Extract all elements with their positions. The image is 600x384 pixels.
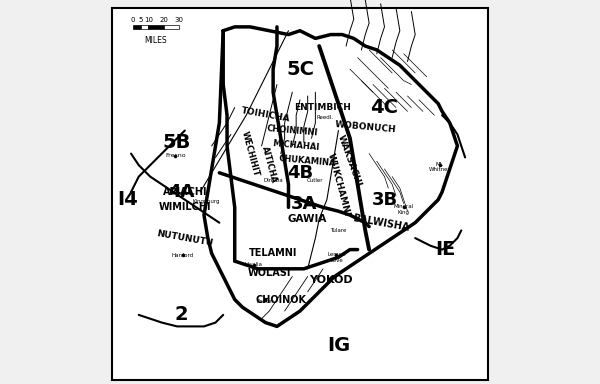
Text: TELAMNI: TELAMNI (249, 248, 298, 258)
Text: 3B: 3B (371, 191, 398, 209)
Text: TOIHICHA: TOIHICHA (240, 106, 290, 124)
Text: 4B: 4B (287, 164, 313, 182)
Text: Reedl.: Reedl. (316, 114, 334, 120)
Text: 4A: 4A (168, 183, 194, 201)
Text: 5: 5 (139, 17, 143, 23)
Text: WOLASI: WOLASI (248, 268, 291, 278)
Text: Mineral
King: Mineral King (394, 204, 414, 215)
Text: WAKSACHI: WAKSACHI (337, 134, 364, 189)
Text: MICHAHAI: MICHAHAI (272, 139, 320, 152)
Text: Fresno: Fresno (165, 153, 185, 158)
Text: Mt.
Whitney: Mt. Whitney (429, 162, 452, 172)
Text: Lemon
Cove: Lemon Cove (327, 252, 346, 263)
Text: APIACHI: APIACHI (163, 187, 207, 197)
Text: 10: 10 (144, 17, 153, 23)
Text: Visalia: Visalia (245, 262, 263, 268)
Text: 20: 20 (159, 17, 168, 23)
Text: 0: 0 (131, 17, 135, 23)
Text: 4C: 4C (370, 98, 398, 117)
Text: YOKOD: YOKOD (309, 275, 353, 285)
Text: Hanford: Hanford (172, 253, 194, 258)
Text: Cutler: Cutler (307, 178, 323, 183)
Text: 5B: 5B (163, 132, 191, 152)
Bar (140, 25, 148, 29)
Bar (164, 25, 179, 29)
Text: 2: 2 (174, 305, 188, 324)
Text: AITICHA: AITICHA (260, 146, 278, 185)
Text: Dinuba: Dinuba (263, 178, 283, 183)
Text: BALWISHA: BALWISHA (352, 213, 410, 233)
Text: WECHIHIT: WECHIHIT (239, 130, 260, 177)
Text: WUKCHAMNI: WUKCHAMNI (326, 152, 351, 217)
Text: 30: 30 (175, 17, 184, 23)
Text: IG: IG (327, 336, 350, 355)
Text: GAWIA: GAWIA (288, 214, 328, 224)
Text: ENTIMBICH: ENTIMBICH (295, 103, 352, 112)
Bar (133, 25, 140, 29)
Text: Exeter: Exeter (257, 299, 274, 304)
Text: 5C: 5C (286, 60, 314, 79)
Text: IE: IE (436, 240, 456, 259)
Text: NUTUNUTU: NUTUNUTU (156, 229, 214, 247)
Text: CHOINIMNI: CHOINIMNI (266, 124, 318, 137)
Text: I4: I4 (117, 190, 137, 209)
Bar (148, 25, 164, 29)
Text: Kingsburg: Kingsburg (192, 199, 220, 204)
Text: Tulare: Tulare (330, 228, 347, 233)
Text: MILES: MILES (145, 36, 167, 45)
Text: WOBONUCH: WOBONUCH (334, 119, 397, 134)
Text: WIMILCHI: WIMILCHI (158, 202, 211, 212)
Text: CHUKAMINA: CHUKAMINA (279, 154, 337, 168)
Text: 3A: 3A (290, 195, 317, 212)
Text: CHOINOK: CHOINOK (256, 295, 307, 305)
